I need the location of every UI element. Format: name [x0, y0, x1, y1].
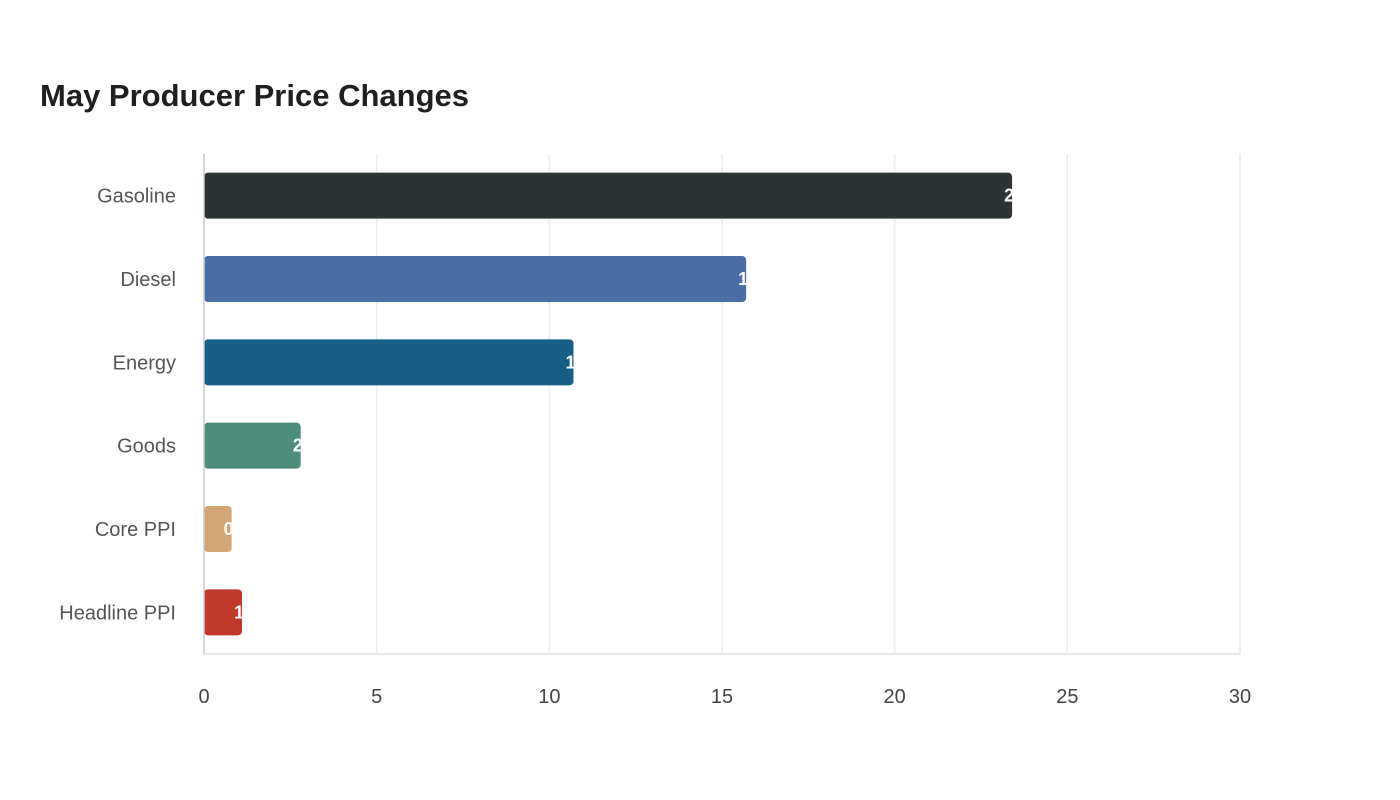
value-label: 23.4: [1004, 186, 1039, 206]
category-label: Gasoline: [97, 186, 176, 208]
gridlines: [375, 154, 1241, 654]
labels: 0 5 10 15 20 25 30 Gasoline 23.4 Diesel 15.7 Energy…: [59, 186, 1251, 708]
bar: [204, 506, 232, 552]
bars: [204, 172, 1013, 636]
x-tick-label: 15: [711, 686, 733, 708]
x-tick-label: 25: [1056, 686, 1078, 708]
bar: [204, 256, 747, 302]
category-label: Core PPI: [95, 519, 176, 541]
axes: [203, 154, 1240, 655]
category-label: Headline PPI: [59, 602, 176, 624]
x-tick-label: 5: [371, 686, 382, 708]
x-tick-label: 30: [1229, 686, 1251, 708]
chart-title: May Producer Price Changes: [40, 78, 469, 113]
bar: [204, 339, 574, 386]
bar: [204, 172, 1013, 219]
value-label: 0.8: [224, 519, 249, 539]
bar: [204, 589, 242, 636]
x-tick-label: 20: [884, 686, 906, 708]
value-label: 10.7: [566, 352, 601, 372]
bar: [204, 422, 301, 469]
category-label: Goods: [117, 436, 176, 458]
value-label: 1.1: [234, 602, 259, 622]
category-label: Diesel: [120, 269, 176, 291]
value-label: 15.7: [738, 269, 773, 289]
category-label: Energy: [113, 352, 176, 374]
x-tick-label: 10: [538, 686, 560, 708]
value-label: 2.8: [293, 436, 318, 456]
x-tick-label: 0: [198, 686, 209, 708]
